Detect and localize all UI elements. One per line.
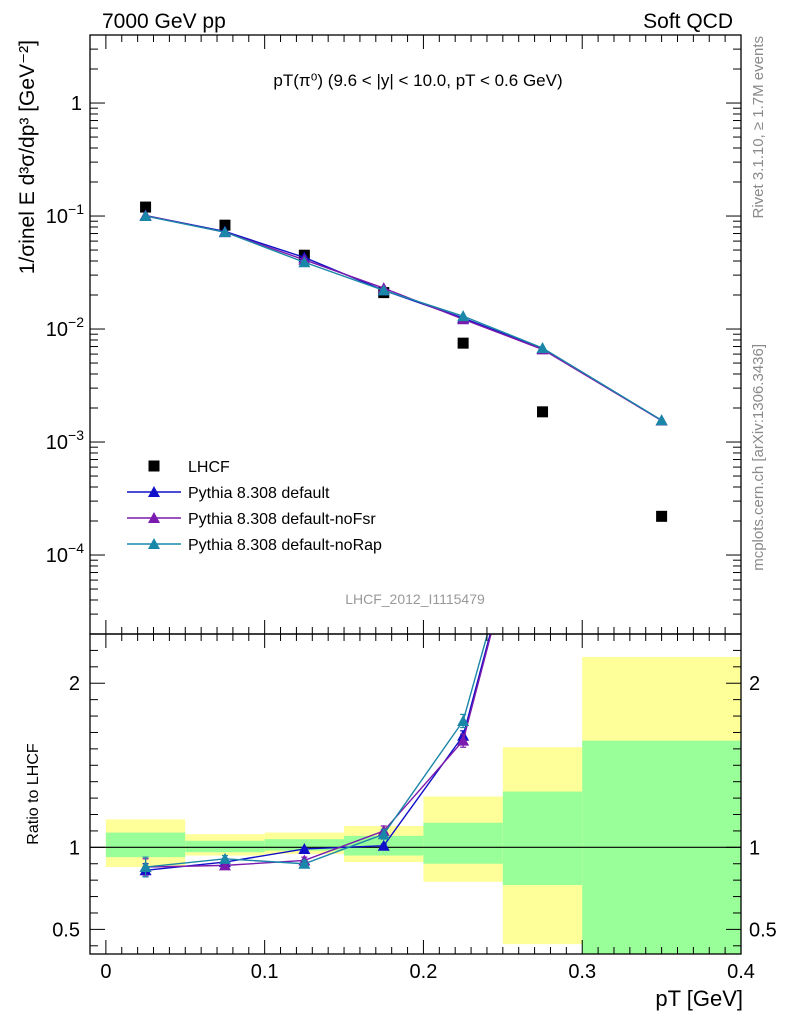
legend-label: LHCF bbox=[188, 459, 230, 476]
y-tick-label: 10−1 bbox=[46, 201, 84, 228]
uncertainty-bands bbox=[90, 656, 741, 954]
legend-marker bbox=[148, 538, 160, 549]
ratio-point bbox=[139, 861, 152, 873]
rivet-label: Rivet 3.1.10, ≥ 1.7M events bbox=[750, 36, 767, 219]
ratio-point bbox=[457, 734, 470, 746]
x-tick-label: 0 bbox=[100, 961, 111, 983]
data-point bbox=[139, 210, 152, 222]
legend-marker bbox=[148, 460, 160, 472]
series-line bbox=[145, 214, 662, 422]
y-tick-label: 2 bbox=[69, 673, 80, 695]
ratio-point bbox=[298, 842, 311, 854]
ratio-point bbox=[218, 852, 231, 864]
data-point bbox=[457, 310, 470, 322]
ratio-line bbox=[145, 634, 492, 868]
data-point bbox=[457, 337, 469, 349]
series-line bbox=[145, 215, 662, 421]
data-point bbox=[140, 201, 152, 213]
data-point bbox=[537, 406, 549, 418]
series-line bbox=[145, 214, 662, 422]
y-tick-label: 10−2 bbox=[46, 314, 84, 341]
ratio-panel: 0 0.1 0.2 0.3 0.4 0.5 0.5 1 1 2 2 Ratio to LHCF pT… bbox=[25, 633, 777, 1011]
x-tick-label: 0.2 bbox=[410, 961, 438, 983]
y-tick-label: 0.5 bbox=[52, 919, 80, 941]
legend-marker bbox=[148, 512, 160, 523]
ratio-frame bbox=[89, 633, 742, 955]
x-tick-label: 0.4 bbox=[727, 961, 755, 983]
y-tick-label: 10−3 bbox=[46, 427, 84, 454]
ratio-axes: 0 0.1 0.2 0.3 0.4 0.5 0.5 1 1 2 2 bbox=[52, 634, 777, 983]
spectrum-axes: 10−4 10−3 10−2 10−1 1 bbox=[46, 34, 742, 635]
x-axis-label: pT [GeV] bbox=[655, 986, 743, 1011]
ratio-point bbox=[457, 714, 470, 726]
data-point bbox=[656, 510, 668, 522]
spectrum-panel: 10−4 10−3 10−2 10−1 1 pT(π⁰) (9.6 < |y| < 10… bbox=[16, 34, 742, 635]
ratio-point bbox=[218, 859, 231, 871]
legend: LHCF Pythia 8.308 default Pythia 8.308 def… bbox=[127, 459, 382, 554]
energy-label: 7000 GeV pp bbox=[102, 10, 226, 33]
legend-label: Pythia 8.308 default-noRap bbox=[188, 537, 382, 554]
ratio-point bbox=[377, 828, 390, 840]
band-green bbox=[105, 832, 186, 858]
ratio-marks bbox=[139, 634, 492, 878]
analysis-id-label: LHCF_2012_I1115479 bbox=[345, 591, 485, 607]
spectrum-y-axis-label: 1/σinel E d³σ/dp³ [GeV⁻²] bbox=[16, 40, 39, 274]
band-green bbox=[502, 791, 583, 886]
x-tick-label: 0.1 bbox=[251, 961, 279, 983]
legend-marker bbox=[148, 486, 160, 497]
ratio-point bbox=[377, 839, 390, 851]
ratio-series-group bbox=[139, 634, 492, 878]
ratio-point bbox=[298, 857, 311, 869]
y-tick-label: 1 bbox=[71, 93, 82, 115]
spectrum-marks bbox=[139, 201, 668, 522]
y-tick-label: 1 bbox=[69, 837, 80, 859]
ratio-line bbox=[145, 634, 489, 868]
ratio-y-axis-label: Ratio to LHCF bbox=[25, 743, 42, 845]
data-point bbox=[298, 256, 311, 268]
legend-label: Pythia 8.308 default-noFsr bbox=[188, 511, 376, 528]
mcplots-label: mcplots.cern.ch [arXiv:1306.3436] bbox=[750, 344, 767, 571]
y-tick-label-right: 0.5 bbox=[749, 919, 777, 941]
legend-label: Pythia 8.308 default bbox=[188, 485, 330, 502]
x-tick-label: 0.3 bbox=[568, 961, 596, 983]
data-point bbox=[218, 226, 231, 238]
y-tick-label-right: 2 bbox=[749, 673, 760, 695]
band-green bbox=[185, 840, 265, 853]
data-point bbox=[655, 414, 668, 426]
category-label: Soft QCD bbox=[643, 10, 733, 33]
band-green bbox=[423, 822, 503, 864]
spectrum-title: pT(π⁰) (9.6 < |y| < 10.0, pT < 0.6 GeV) bbox=[273, 71, 562, 90]
y-tick-label: 10−4 bbox=[46, 540, 84, 567]
y-tick-label-right: 1 bbox=[749, 837, 760, 859]
data-point bbox=[219, 219, 231, 231]
data-point bbox=[377, 284, 390, 296]
data-point bbox=[536, 341, 549, 353]
ratio-line bbox=[145, 634, 491, 872]
